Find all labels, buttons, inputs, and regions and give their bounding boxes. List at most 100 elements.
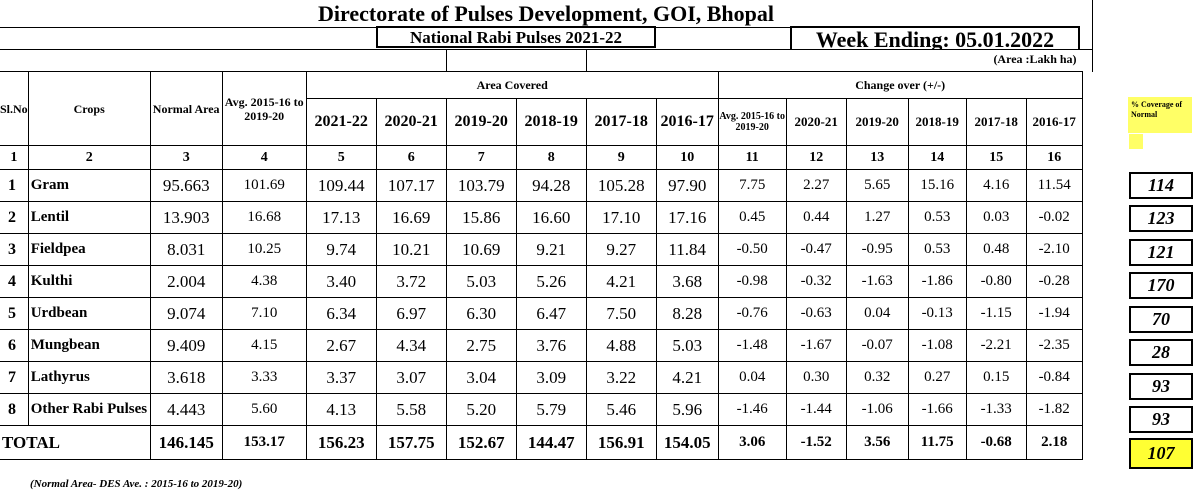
normal-area-value: 3.618 [149, 361, 223, 394]
change-value: 0.48 [965, 233, 1027, 266]
area-value: 105.28 [585, 169, 657, 202]
total-area-value: 156.91 [585, 425, 657, 460]
avg-area-value: 16.68 [221, 201, 307, 234]
area-value: 5.58 [375, 393, 447, 426]
header-year: 2017-18 [585, 98, 657, 146]
header-year: 2016-17 [655, 98, 719, 146]
total-change-value: 3.06 [717, 425, 787, 460]
change-value: -0.95 [845, 233, 909, 266]
area-value: 3.76 [515, 329, 587, 362]
change-value: 15.16 [907, 169, 967, 202]
crop-name: Gram [27, 169, 151, 202]
change-value: 0.45 [717, 201, 787, 234]
change-value: -1.44 [785, 393, 847, 426]
header-change-avg: Avg. 2015-16 to 2019-20 [717, 98, 787, 146]
area-value: 9.74 [305, 233, 377, 266]
header-change-year: 2016-17 [1025, 98, 1083, 146]
area-value: 17.16 [655, 201, 719, 234]
change-value: 5.65 [845, 169, 909, 202]
table-row: 1 Gram 95.663 101.69 109.44 107.17 103.79 94.28… [0, 169, 1083, 202]
header-change-year: 2020-21 [785, 98, 847, 146]
avg-area-value: 10.25 [221, 233, 307, 266]
change-value: 0.27 [907, 361, 967, 394]
change-value: 0.04 [845, 297, 909, 330]
area-value: 6.47 [515, 297, 587, 330]
area-value: 4.21 [655, 361, 719, 394]
coverage-value: 170 [1129, 272, 1193, 299]
grid-line [586, 49, 587, 71]
area-value: 5.26 [515, 265, 587, 298]
serial-number: 6 [0, 329, 29, 362]
column-number: 13 [845, 145, 909, 170]
area-value: 6.30 [445, 297, 517, 330]
coverage-value: 70 [1129, 306, 1193, 333]
unit-note: (Area :Lakh ha) [993, 52, 1077, 66]
title-divider [1092, 0, 1093, 72]
change-value: -1.66 [907, 393, 967, 426]
serial-number: 2 [0, 201, 29, 234]
normal-area-value: 2.004 [149, 265, 223, 298]
normal-area-value: 9.409 [149, 329, 223, 362]
column-number: 4 [221, 145, 307, 170]
normal-area-value: 9.074 [149, 297, 223, 330]
table-row: 8 Other Rabi Pulses 4.443 5.60 4.13 5.58 5.20 5… [0, 393, 1083, 426]
area-value: 3.04 [445, 361, 517, 394]
area-value: 4.34 [375, 329, 447, 362]
change-value: -2.10 [1025, 233, 1083, 266]
total-change-value: -1.52 [785, 425, 847, 460]
area-value: 3.22 [585, 361, 657, 394]
area-value: 94.28 [515, 169, 587, 202]
serial-number: 4 [0, 265, 29, 298]
column-number: 3 [149, 145, 223, 170]
page-title: Directorate of Pulses Development, GOI, … [317, 1, 775, 26]
change-value: 1.27 [845, 201, 909, 234]
column-number: 5 [305, 145, 377, 170]
table-row: 7 Lathyrus 3.618 3.33 3.37 3.07 3.04 3.09 3.22 4.… [0, 361, 1083, 394]
table-row: 4 Kulthi 2.004 4.38 3.40 3.72 5.03 5.26 4.21 3.68… [0, 265, 1083, 298]
change-value: 0.53 [907, 233, 967, 266]
footnote: (Normal Area- DES Ave. : 2015-16 to 2019… [30, 478, 243, 490]
column-number: 7 [445, 145, 517, 170]
normal-area-value: 13.903 [149, 201, 223, 234]
normal-area-value: 95.663 [149, 169, 223, 202]
pulses-table: Sl.No Crops Normal Area Avg. 2015-16 to … [0, 71, 1083, 460]
column-number: 2 [27, 145, 151, 170]
area-value: 107.17 [375, 169, 447, 202]
total-area-value: 156.23 [305, 425, 377, 460]
total-change-value: 2.18 [1025, 425, 1083, 460]
column-number: 15 [965, 145, 1027, 170]
change-value: 0.03 [965, 201, 1027, 234]
header-year: 2019-20 [445, 98, 517, 146]
area-value: 9.27 [585, 233, 657, 266]
total-label: TOTAL [0, 425, 151, 460]
change-value: -0.50 [717, 233, 787, 266]
header-crops: Crops [27, 71, 151, 146]
total-avg-area: 153.17 [221, 425, 307, 460]
header-year: 2020-21 [375, 98, 447, 146]
grid-line [446, 49, 447, 71]
area-value: 109.44 [305, 169, 377, 202]
serial-number: 5 [0, 297, 29, 330]
column-number: 6 [375, 145, 447, 170]
table-row: 6 Mungbean 9.409 4.15 2.67 4.34 2.75 3.76 4.88 5.… [0, 329, 1083, 362]
change-value: -1.08 [907, 329, 967, 362]
change-value: 0.32 [845, 361, 909, 394]
change-value: -0.80 [965, 265, 1027, 298]
area-value: 17.10 [585, 201, 657, 234]
coverage-value: 121 [1129, 239, 1193, 266]
total-area-value: 157.75 [375, 425, 447, 460]
coverage-marker [1129, 134, 1143, 149]
change-value: -2.21 [965, 329, 1027, 362]
header-change-year: 2019-20 [845, 98, 909, 146]
coverage-value: 123 [1129, 205, 1193, 232]
area-value: 5.46 [585, 393, 657, 426]
avg-area-value: 101.69 [221, 169, 307, 202]
change-value: 0.04 [717, 361, 787, 394]
area-value: 3.40 [305, 265, 377, 298]
table-row: 5 Urdbean 9.074 7.10 6.34 6.97 6.30 6.47 7.50 8.2… [0, 297, 1083, 330]
crop-name: Lathyrus [27, 361, 151, 394]
area-value: 11.84 [655, 233, 719, 266]
header-avg: Avg. 2015-16 to 2019-20 [221, 71, 307, 146]
change-value: -2.35 [1025, 329, 1083, 362]
header-change-year: 2018-19 [907, 98, 967, 146]
